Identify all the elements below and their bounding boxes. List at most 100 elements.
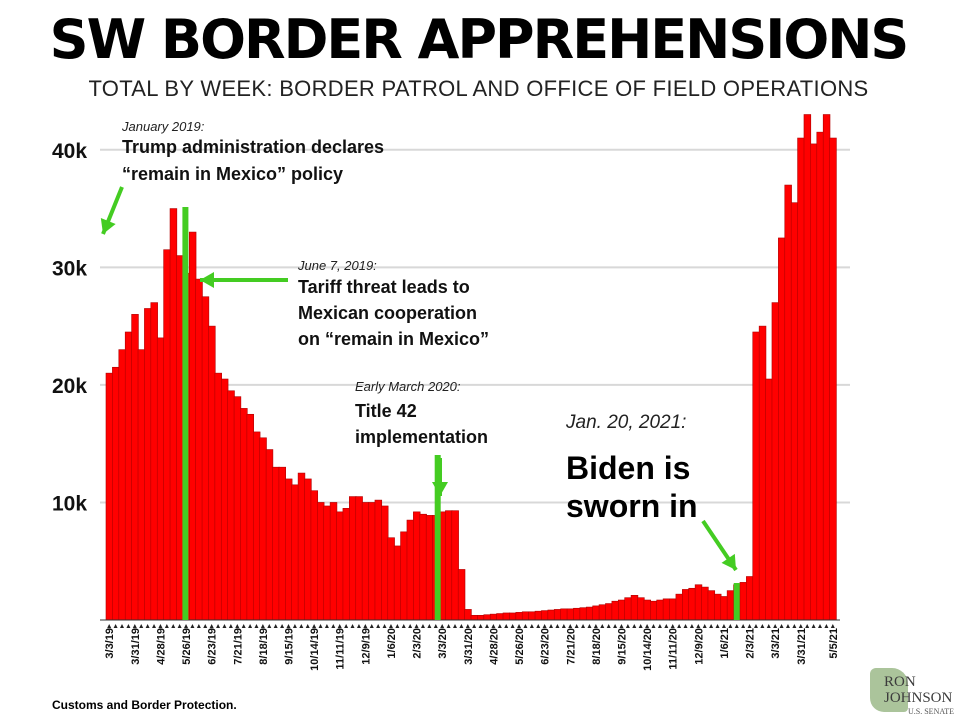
x-tick-mark — [593, 624, 598, 628]
bar — [112, 366, 120, 621]
bar — [259, 437, 267, 621]
bar — [758, 325, 767, 621]
x-tick-mark — [446, 624, 451, 628]
x-tick-label: 8/18/20 — [591, 628, 603, 665]
bar — [188, 231, 197, 621]
event-marker-line — [434, 455, 441, 620]
x-tick-mark — [702, 624, 707, 628]
bar — [477, 614, 485, 621]
arrow-tariff-threat-head — [200, 272, 214, 288]
bar — [701, 586, 709, 621]
event-marker-line — [182, 207, 189, 620]
x-tick-mark — [625, 624, 630, 628]
x-tick-mark — [145, 624, 150, 628]
bar — [297, 472, 306, 621]
bar — [649, 600, 658, 621]
bar — [361, 502, 370, 621]
x-tick-mark — [209, 624, 214, 628]
bar — [246, 413, 254, 621]
bar — [329, 502, 338, 621]
annotation-tariff-threat-date: June 7, 2019: — [297, 258, 377, 273]
x-tick-label: 10/14/20 — [642, 628, 654, 671]
x-tick-mark — [581, 624, 586, 628]
bar — [765, 378, 773, 621]
x-tick-label: 3/31/21 — [796, 628, 808, 665]
bar — [534, 610, 543, 621]
x-tick-mark — [664, 624, 669, 628]
bar — [349, 496, 357, 621]
x-tick-mark — [126, 624, 131, 628]
bar — [784, 184, 792, 621]
bar — [720, 596, 728, 621]
x-tick-mark — [606, 624, 611, 628]
x-tick-mark — [568, 624, 573, 628]
bar — [598, 604, 607, 621]
x-tick-mark — [734, 624, 739, 628]
x-tick-mark — [120, 624, 125, 628]
bar — [669, 598, 677, 621]
x-tick-mark — [427, 624, 432, 628]
bar — [579, 607, 587, 621]
y-tick-label: 10k — [52, 492, 87, 515]
x-tick-mark — [517, 624, 522, 628]
bar — [252, 431, 261, 621]
bar — [169, 208, 178, 621]
x-tick-mark — [779, 624, 784, 628]
x-tick-mark — [305, 624, 310, 628]
x-tick-mark — [785, 624, 790, 628]
bar — [201, 296, 210, 621]
x-tick-mark — [350, 624, 355, 628]
bar — [605, 603, 613, 621]
bar — [323, 505, 331, 621]
annotation-title-42-text: Title 42 — [355, 401, 417, 421]
logo-text-office: U.S. SENATE — [908, 707, 955, 716]
x-tick-mark — [337, 624, 342, 628]
x-tick-mark — [356, 624, 361, 628]
x-tick-mark — [485, 624, 490, 628]
x-tick-mark — [632, 624, 637, 628]
x-tick-mark — [452, 624, 457, 628]
x-tick-mark — [440, 624, 445, 628]
x-tick-mark — [504, 624, 509, 628]
arrow-biden-head — [721, 553, 736, 570]
x-tick-mark — [792, 624, 797, 628]
x-tick-mark — [542, 624, 547, 628]
x-tick-mark — [216, 624, 221, 628]
bar — [284, 478, 293, 621]
bar — [124, 331, 133, 621]
x-tick-mark — [529, 624, 534, 628]
bar — [829, 137, 837, 621]
bar — [778, 237, 786, 621]
bar — [682, 589, 690, 621]
x-tick-label: 7/21/20 — [565, 628, 577, 665]
x-tick-mark — [510, 624, 515, 628]
x-tick-label: 12/9/19 — [360, 628, 372, 665]
x-tick-mark — [318, 624, 323, 628]
bar — [176, 255, 184, 621]
bar — [662, 598, 671, 621]
bar — [163, 249, 171, 621]
x-tick-mark — [561, 624, 566, 628]
x-tick-mark — [184, 624, 189, 628]
x-tick-mark — [324, 624, 329, 628]
bar — [265, 449, 274, 621]
bar — [406, 519, 415, 621]
x-tick-mark — [267, 624, 272, 628]
bar — [368, 502, 376, 621]
bar — [521, 611, 530, 621]
x-tick-mark — [376, 624, 381, 628]
logo-text-first: RON — [884, 674, 916, 690]
bar — [278, 466, 286, 621]
x-tick-mark — [773, 624, 778, 628]
bar — [445, 510, 453, 621]
x-tick-mark — [363, 624, 368, 628]
bar — [413, 511, 421, 621]
wisconsin-shape-icon — [870, 668, 908, 712]
bar — [419, 513, 427, 621]
x-tick-mark — [382, 624, 387, 628]
x-tick-mark — [395, 624, 400, 628]
x-tick-label: 1/6/21 — [719, 628, 731, 659]
x-tick-mark — [587, 624, 592, 628]
x-tick-mark — [273, 624, 278, 628]
bar — [714, 593, 722, 621]
